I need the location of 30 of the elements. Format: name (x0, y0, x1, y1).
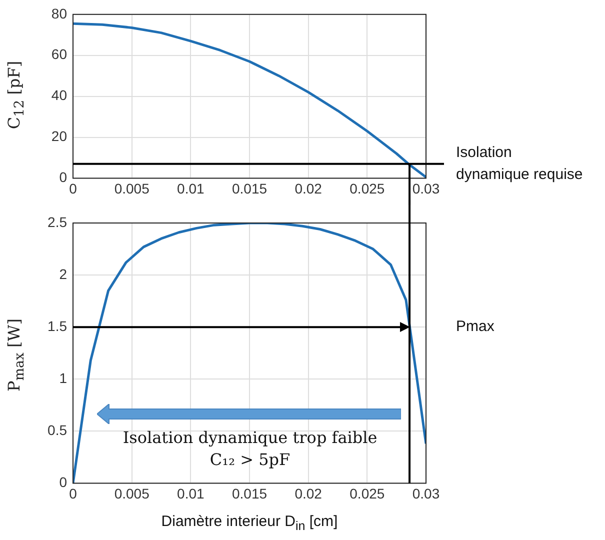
x-tick-label: 0.01 (177, 485, 205, 502)
y-tick-label: 1 (59, 370, 68, 386)
y-tick-label: 0 (59, 474, 68, 490)
x-tick-label: 0.01 (177, 180, 205, 196)
y-tick-label: 20 (51, 128, 68, 144)
y-tick-label: 2.5 (48, 214, 68, 230)
ref-line-label: Isolation dynamique requise (456, 144, 583, 184)
y-tick-label: 60 (51, 46, 68, 62)
x-tick-label: 0.02 (294, 180, 322, 196)
x-tick-label: 0.005 (114, 180, 150, 196)
x-tick-label: 0.02 (294, 485, 322, 502)
x-tick-label: 0 (69, 485, 78, 502)
x-tick-label: 0 (69, 180, 78, 196)
annotation: C₁₂ > 5pF (210, 450, 290, 469)
x-tick-label: 0.03 (412, 485, 440, 502)
y-tick-label: 0.5 (48, 422, 68, 438)
y-tick-label: 0 (59, 169, 68, 186)
x-tick-label: 0.015 (232, 485, 268, 502)
y-tick-label: 80 (51, 5, 68, 22)
annotation: Isolation dynamique trop faible (122, 428, 378, 447)
x-tick-label: 0.025 (350, 180, 385, 196)
x-tick-label: 0.025 (350, 485, 385, 502)
x-axis-title: Diamètre interieur D$_{in}$ [cm] (161, 513, 338, 533)
x-tick-label: 0.03 (412, 180, 440, 196)
y-tick-label: 1.5 (48, 318, 68, 334)
ref-line-label: Pmax (456, 318, 495, 336)
y-tick-label: 40 (51, 87, 68, 104)
x-tick-label: 0.015 (232, 180, 268, 196)
x-tick-label: 0.005 (114, 485, 150, 502)
y-tick-label: 2 (59, 266, 68, 282)
